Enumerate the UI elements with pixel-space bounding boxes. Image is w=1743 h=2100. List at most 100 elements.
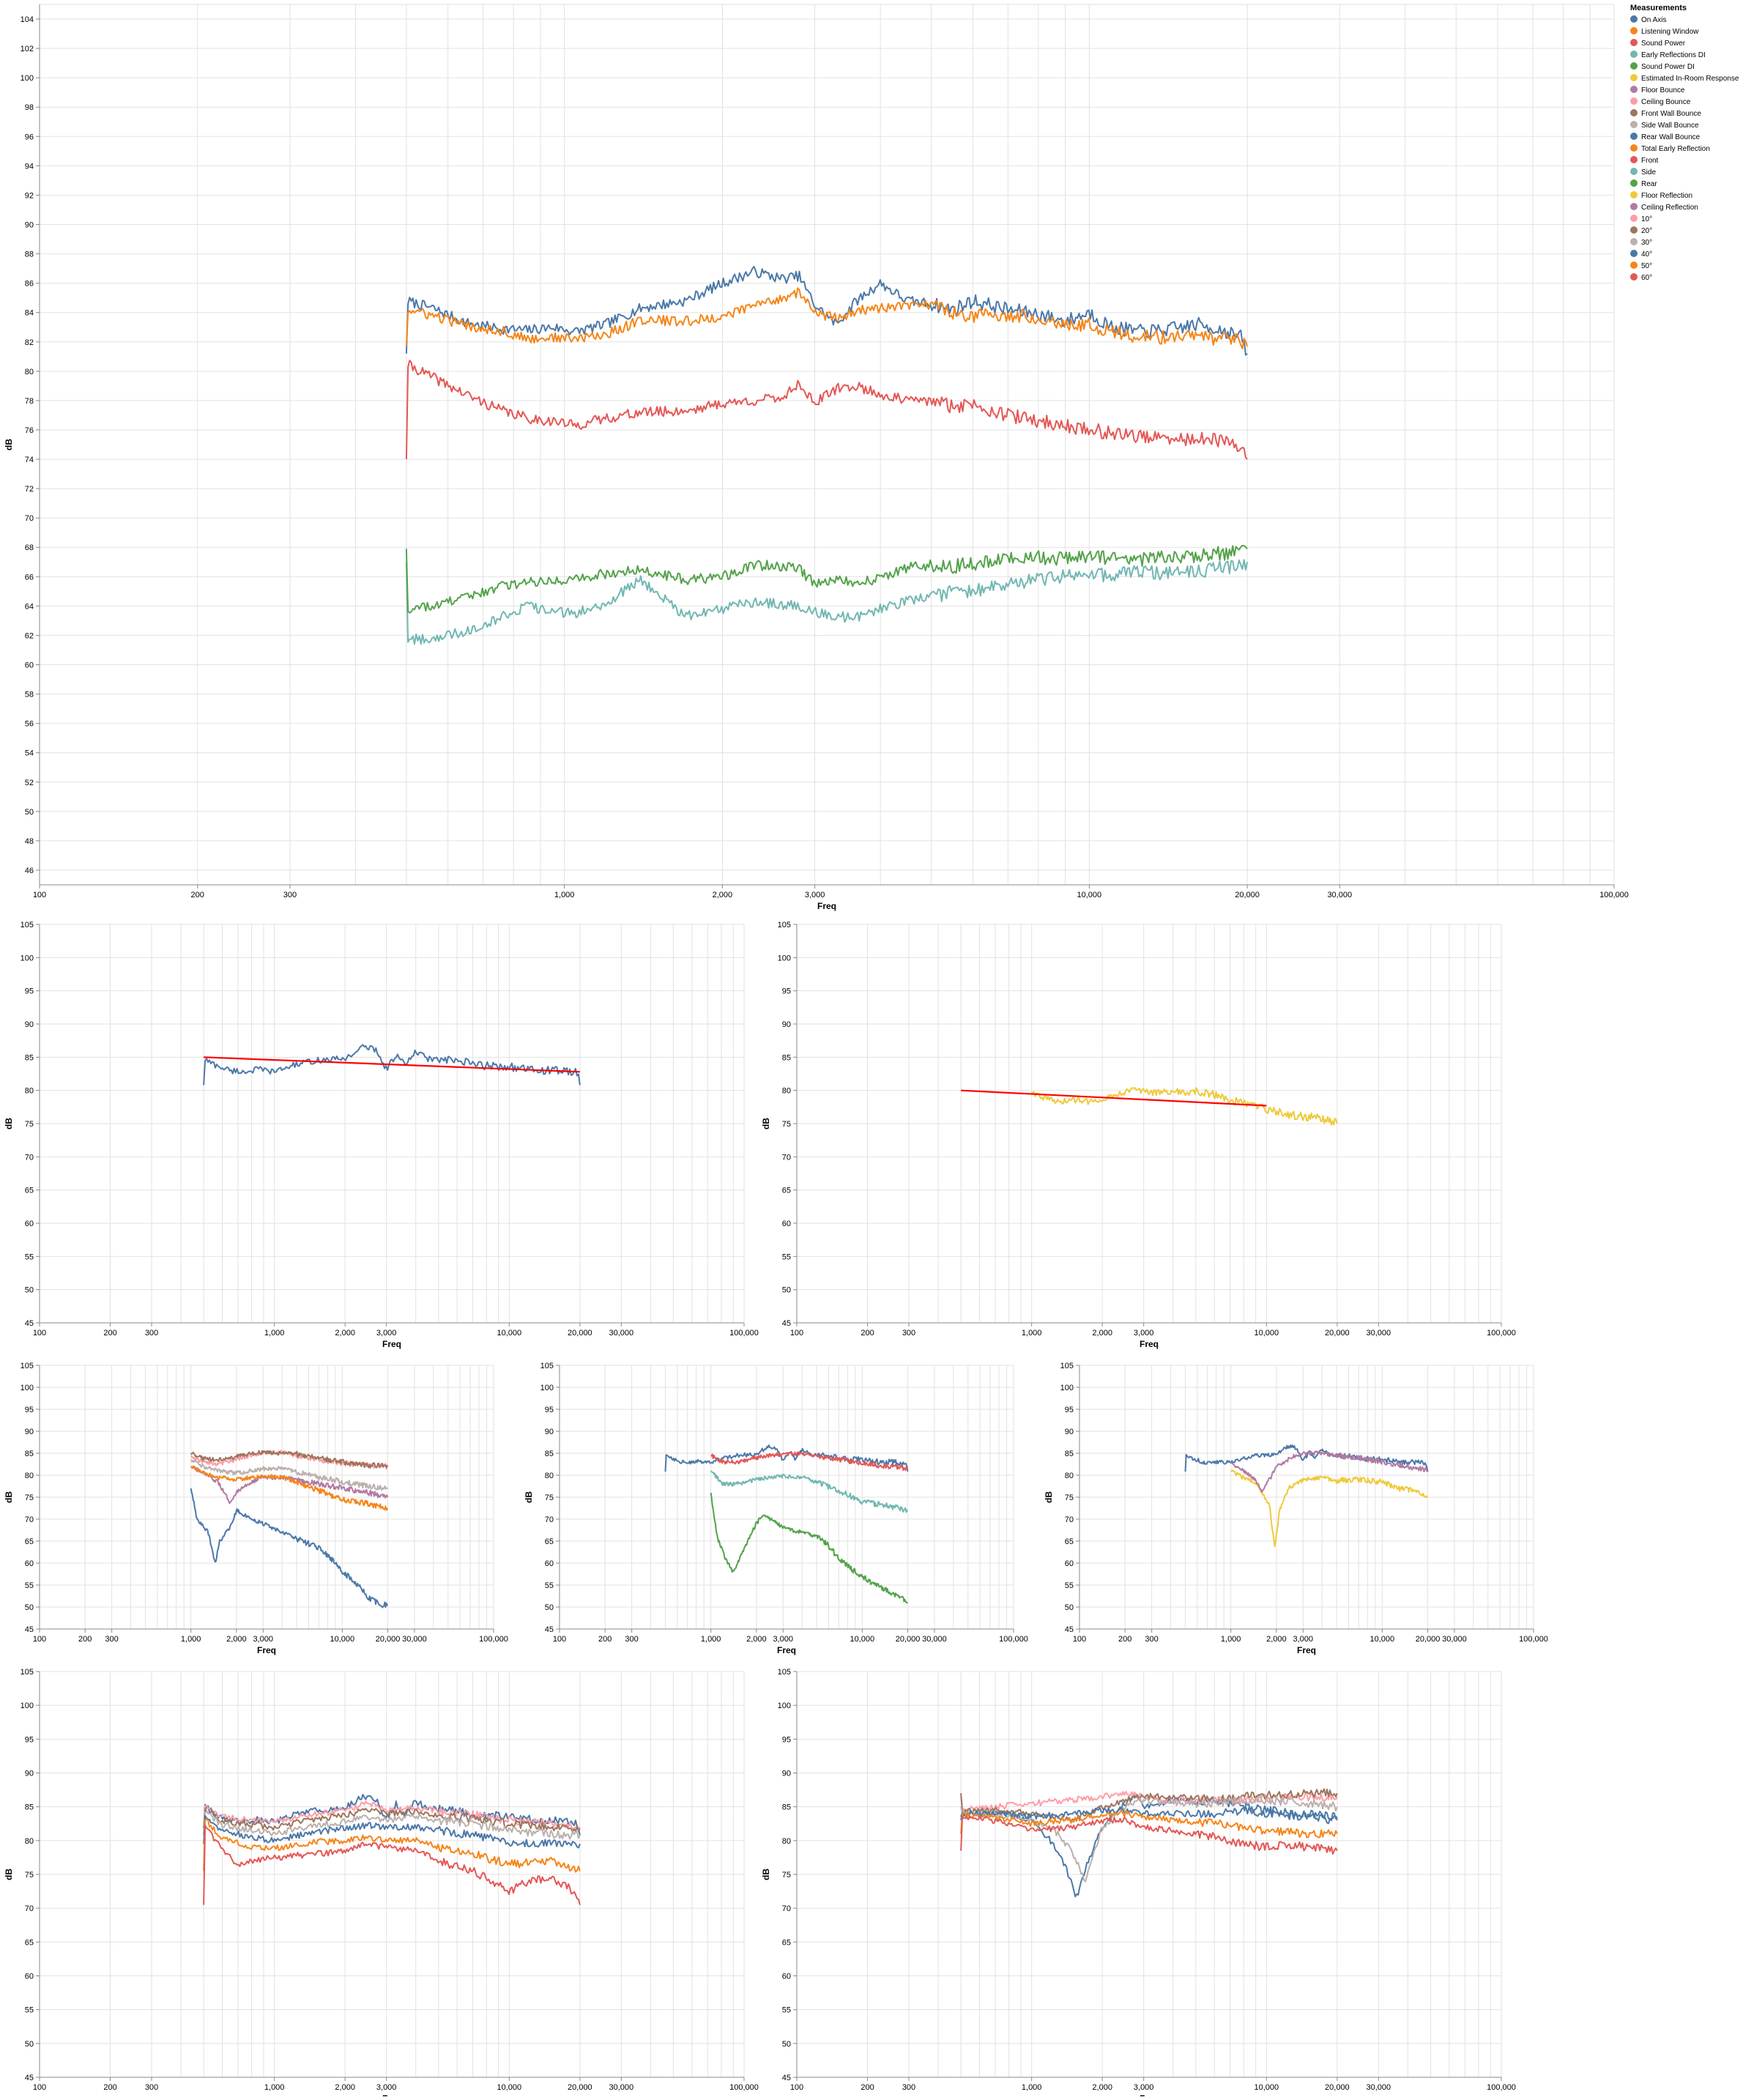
plot-area bbox=[961, 1087, 1338, 1126]
grid bbox=[559, 1365, 1014, 1630]
x-tick-label: 10,000 bbox=[497, 1329, 522, 1337]
y-tick-label: 70 bbox=[25, 514, 34, 523]
series-line-10 bbox=[203, 1800, 581, 1830]
x-tick-label: 100,000 bbox=[999, 1635, 1028, 1644]
y-tick-label: 62 bbox=[25, 631, 34, 640]
legend-swatch bbox=[1630, 62, 1638, 70]
grid bbox=[39, 1671, 745, 2078]
y-tick-label: 105 bbox=[21, 1668, 34, 1677]
x-tick-label: 100 bbox=[553, 1635, 566, 1644]
x-tick-label: 20,000 bbox=[568, 1329, 592, 1337]
chart-panel-6: 100 200 300 1,000 2,000 3,000 10,000 20,000 30,0… bbox=[4, 1668, 759, 2100]
y-tick-label: 50 bbox=[25, 1603, 34, 1612]
legend-swatch bbox=[1630, 273, 1638, 281]
y-tick-label: 80 bbox=[782, 1837, 791, 1846]
y-tick-label: 98 bbox=[25, 103, 34, 112]
y-axis-title: dB bbox=[4, 1869, 14, 1880]
grid bbox=[39, 4, 1615, 885]
y-tick-label: 55 bbox=[545, 1581, 554, 1590]
x-tick-label: 1,000 bbox=[1022, 2083, 1042, 2092]
x-tick-label: 2,000 bbox=[1092, 1329, 1112, 1337]
x-axis-title: Freq bbox=[382, 1339, 401, 1349]
x-tick-label: 200 bbox=[191, 891, 204, 899]
x-tick-label: 20,000 bbox=[1235, 891, 1260, 899]
grid bbox=[39, 1365, 494, 1630]
y-tick-label: 48 bbox=[25, 837, 34, 846]
y-tick-label: 102 bbox=[21, 45, 34, 53]
y-tick-label: 88 bbox=[25, 251, 34, 259]
y-tick-label: 60 bbox=[782, 1220, 791, 1228]
y-tick-label: 55 bbox=[782, 1253, 791, 1261]
x-tick-label: 1,000 bbox=[1022, 1329, 1042, 1337]
series-line-on-axis bbox=[960, 1792, 1338, 1898]
x-tick-label: 2,000 bbox=[335, 1329, 355, 1337]
grid bbox=[796, 924, 1502, 1324]
series-line-rear-wall-bounce bbox=[190, 1488, 389, 1609]
y-axis-title: dB bbox=[4, 1118, 14, 1129]
legend-item-label: 30° bbox=[1641, 239, 1652, 247]
x-tick-label: 100 bbox=[1073, 1635, 1086, 1644]
plot-area bbox=[203, 1794, 581, 1905]
y-tick-label: 75 bbox=[25, 1871, 34, 1880]
legend-swatch bbox=[1630, 51, 1638, 58]
series-line-30 bbox=[203, 1811, 581, 1840]
legend-item-label: 20° bbox=[1641, 227, 1652, 235]
y-tick-label: 75 bbox=[25, 1494, 34, 1502]
y-tick-label: 55 bbox=[1065, 1581, 1074, 1590]
y-tick-label: 96 bbox=[25, 133, 34, 141]
series-line-60 bbox=[203, 1824, 581, 1905]
chart-panel-1: 100 200 300 1,000 2,000 3,000 10,000 20,000 30,0… bbox=[4, 921, 759, 1349]
y-tick-label: 80 bbox=[1065, 1472, 1074, 1480]
x-tick-label: 100 bbox=[33, 1635, 46, 1644]
y-tick-label: 60 bbox=[25, 1220, 34, 1228]
y-tick-label: 95 bbox=[782, 1735, 791, 1744]
x-tick-label: 200 bbox=[861, 2083, 874, 2092]
y-tick-label: 60 bbox=[545, 1559, 554, 1568]
y-tick-label: 60 bbox=[25, 1559, 34, 1568]
y-tick-label: 80 bbox=[25, 1837, 34, 1846]
chart-panel-7: 100 200 300 1,000 2,000 3,000 10,000 20,000 30,0… bbox=[761, 1668, 1516, 2100]
x-tick-label: 20,000 bbox=[1325, 2083, 1350, 2092]
legend-swatch bbox=[1630, 39, 1638, 46]
y-tick-label: 65 bbox=[25, 1187, 34, 1195]
y-tick-label: 75 bbox=[782, 1120, 791, 1129]
legend-item-label: Side bbox=[1641, 168, 1656, 177]
y-tick-label: 85 bbox=[782, 1803, 791, 1812]
plot-area bbox=[664, 1444, 909, 1604]
x-tick-label: 30,000 bbox=[609, 1329, 634, 1337]
y-tick-label: 80 bbox=[25, 368, 34, 376]
x-tick-label: 10,000 bbox=[330, 1635, 355, 1644]
y-tick-label: 100 bbox=[778, 954, 791, 962]
y-tick-label: 105 bbox=[1060, 1362, 1074, 1370]
y-tick-label: 95 bbox=[545, 1406, 554, 1414]
x-tick-label: 300 bbox=[902, 2083, 915, 2092]
y-tick-label: 105 bbox=[21, 1362, 34, 1370]
legend-item-label: Front Wall Bounce bbox=[1641, 110, 1701, 118]
x-tick-label: 1,000 bbox=[264, 1329, 285, 1337]
x-tick-label: 30,000 bbox=[402, 1635, 427, 1644]
x-tick-label: 2,000 bbox=[335, 2083, 355, 2092]
x-tick-label: 1,000 bbox=[264, 2083, 285, 2092]
x-tick-label: 30,000 bbox=[1367, 2083, 1391, 2092]
x-tick-label: 300 bbox=[283, 891, 297, 899]
y-tick-label: 55 bbox=[25, 1253, 34, 1261]
x-tick-label: 1,000 bbox=[554, 891, 575, 899]
series-line-30 bbox=[960, 1795, 1338, 1882]
x-tick-label: 10,000 bbox=[850, 1635, 875, 1644]
legend-swatch bbox=[1630, 74, 1638, 81]
y-tick-label: 65 bbox=[1065, 1537, 1074, 1546]
x-tick-label: 1,000 bbox=[701, 1635, 721, 1644]
y-tick-label: 50 bbox=[1065, 1603, 1074, 1612]
series-line-60 bbox=[960, 1815, 1338, 1855]
y-tick-label: 70 bbox=[1065, 1515, 1074, 1524]
legend-swatch bbox=[1630, 15, 1638, 23]
x-tick-label: 30,000 bbox=[1442, 1635, 1467, 1644]
x-tick-label: 100,000 bbox=[729, 2083, 759, 2092]
x-tick-label: 100 bbox=[790, 1329, 803, 1337]
x-tick-label: 200 bbox=[103, 2083, 116, 2092]
x-tick-label: 20,000 bbox=[376, 1635, 401, 1644]
x-tick-label: 100 bbox=[790, 2083, 803, 2092]
legend-item-label: 50° bbox=[1641, 262, 1652, 270]
y-tick-label: 55 bbox=[25, 2006, 34, 2015]
x-tick-label: 200 bbox=[103, 1329, 116, 1337]
